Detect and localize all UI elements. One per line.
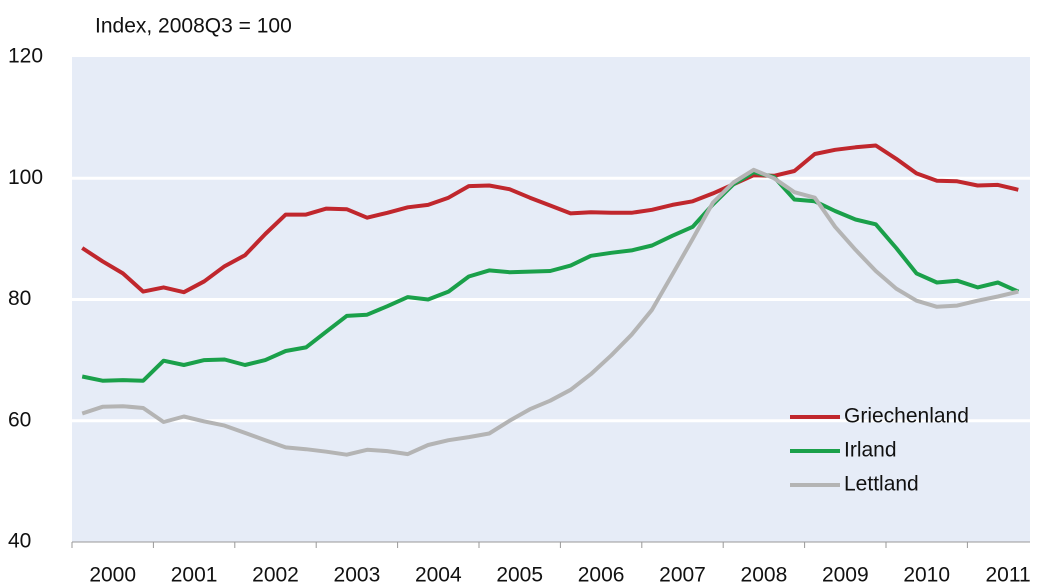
x-tick-label: 2011 — [986, 564, 1031, 586]
chart-title: Index, 2008Q3 = 100 — [95, 15, 292, 38]
x-tick-label: 2007 — [659, 564, 706, 586]
y-tick-label: 60 — [8, 408, 31, 431]
x-tick-label: 2010 — [903, 564, 950, 586]
legend-label: Irland — [844, 439, 897, 462]
series-line — [81, 143, 1019, 295]
y-tick-label: 100 — [8, 166, 43, 189]
x-tick-label: 2004 — [415, 564, 462, 586]
legend-label: Griechenland — [844, 405, 969, 428]
x-tick-label: 2005 — [496, 564, 543, 586]
x-tick-label: 2003 — [334, 564, 381, 586]
y-tick-label: 40 — [8, 530, 31, 553]
x-tick-label: 2009 — [822, 564, 869, 586]
x-tick-label: 2006 — [578, 564, 625, 586]
series-line — [81, 170, 1020, 383]
y-tick-label: 80 — [8, 287, 31, 310]
series-line — [81, 167, 1019, 457]
x-tick-label: 2001 — [171, 564, 218, 586]
legend-label: Lettland — [844, 473, 919, 496]
y-tick-label: 120 — [8, 45, 43, 68]
x-tick-label: 2002 — [252, 564, 299, 586]
x-tick-label: 2008 — [741, 564, 788, 586]
x-tick-label: 2000 — [89, 564, 136, 586]
